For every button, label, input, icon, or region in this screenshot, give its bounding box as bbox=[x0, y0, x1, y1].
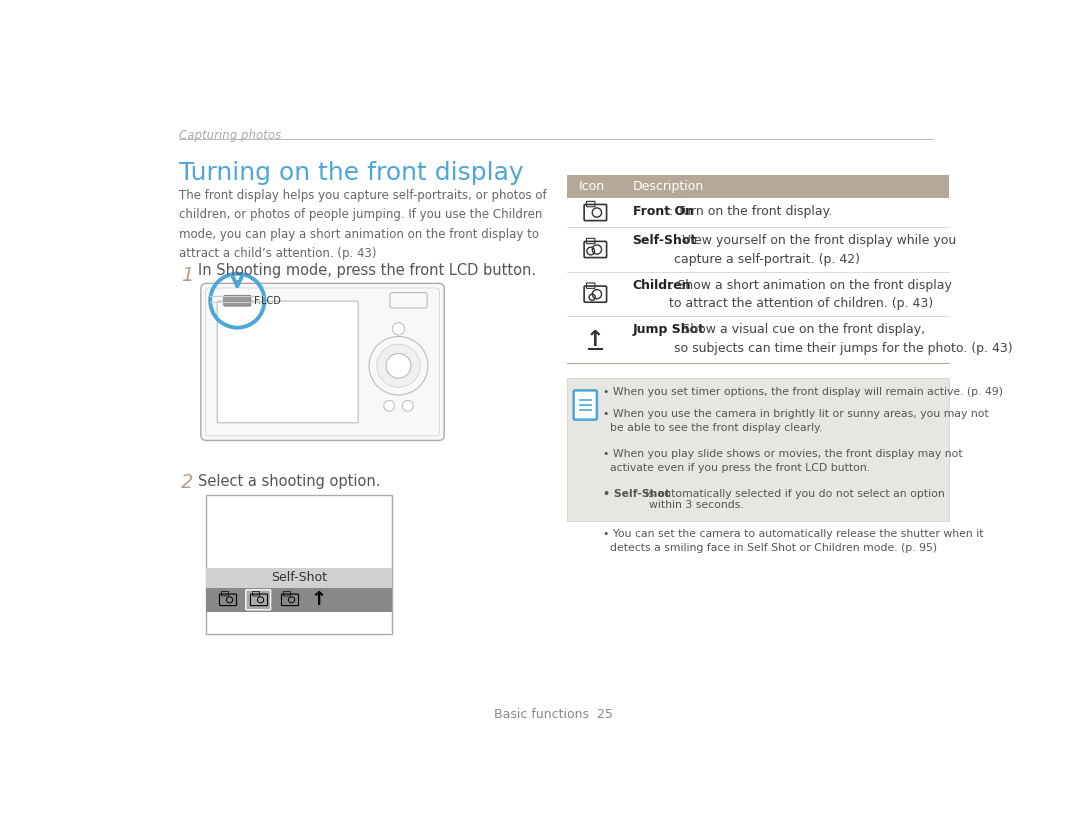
Circle shape bbox=[387, 354, 410, 378]
FancyBboxPatch shape bbox=[206, 568, 392, 588]
FancyBboxPatch shape bbox=[206, 588, 392, 612]
Text: Turning on the front display: Turning on the front display bbox=[179, 161, 524, 185]
Text: : View yourself on the front display while you
capture a self-portrait. (p. 42): : View yourself on the front display whi… bbox=[674, 234, 956, 266]
FancyBboxPatch shape bbox=[567, 316, 948, 363]
FancyBboxPatch shape bbox=[567, 378, 948, 521]
Text: 2: 2 bbox=[180, 473, 193, 491]
Text: • You can set the camera to automatically release the shutter when it
  detects : • You can set the camera to automaticall… bbox=[603, 529, 984, 553]
FancyBboxPatch shape bbox=[224, 295, 251, 306]
Text: : Turn on the front display.: : Turn on the front display. bbox=[670, 205, 833, 218]
FancyBboxPatch shape bbox=[567, 272, 948, 316]
FancyBboxPatch shape bbox=[567, 174, 948, 198]
Circle shape bbox=[369, 337, 428, 395]
Text: Basic functions  25: Basic functions 25 bbox=[494, 708, 613, 721]
FancyBboxPatch shape bbox=[567, 227, 948, 272]
FancyBboxPatch shape bbox=[246, 590, 271, 610]
Circle shape bbox=[392, 323, 405, 335]
FancyBboxPatch shape bbox=[390, 293, 428, 308]
Text: 1: 1 bbox=[180, 266, 193, 284]
FancyBboxPatch shape bbox=[573, 390, 597, 420]
FancyBboxPatch shape bbox=[201, 284, 444, 440]
Text: • When you set timer options, the front display will remain active. (p. 49): • When you set timer options, the front … bbox=[603, 387, 1003, 398]
Text: is automatically selected if you do not select an option
  within 3 seconds.: is automatically selected if you do not … bbox=[643, 489, 945, 510]
Text: In Shooting mode, press the front LCD button.: In Shooting mode, press the front LCD bu… bbox=[198, 263, 536, 279]
Circle shape bbox=[383, 400, 394, 412]
Text: • When you use the camera in brightly lit or sunny areas, you may not
  be able : • When you use the camera in brightly li… bbox=[603, 409, 989, 433]
Text: Front On: Front On bbox=[633, 205, 693, 218]
FancyBboxPatch shape bbox=[217, 301, 359, 423]
Text: Jump Shot: Jump Shot bbox=[633, 324, 704, 337]
Text: Children: Children bbox=[633, 279, 691, 292]
Text: The front display helps you capture self-portraits, or photos of
children, or ph: The front display helps you capture self… bbox=[179, 188, 546, 260]
Text: • Self-Shot: • Self-Shot bbox=[603, 489, 670, 499]
FancyBboxPatch shape bbox=[206, 496, 392, 634]
Text: Capturing photos: Capturing photos bbox=[179, 129, 282, 142]
Text: Self-Shot: Self-Shot bbox=[633, 234, 697, 247]
Text: Description: Description bbox=[633, 180, 704, 193]
Text: Self-Shot: Self-Shot bbox=[271, 571, 327, 584]
Circle shape bbox=[403, 400, 414, 412]
Text: Icon: Icon bbox=[578, 180, 605, 193]
Circle shape bbox=[377, 344, 420, 387]
Text: ↑: ↑ bbox=[586, 329, 605, 350]
Text: Select a shooting option.: Select a shooting option. bbox=[198, 474, 380, 489]
Text: F.LCD: F.LCD bbox=[254, 296, 281, 306]
Text: • When you play slide shows or movies, the front display may not
  activate even: • When you play slide shows or movies, t… bbox=[603, 449, 962, 473]
Text: : Show a visual cue on the front display,
so subjects can time their jumps for t: : Show a visual cue on the front display… bbox=[674, 324, 1012, 355]
FancyBboxPatch shape bbox=[567, 198, 948, 227]
Text: ↑: ↑ bbox=[310, 590, 327, 610]
Text: : Show a short animation on the front display
to attract the attention of childr: : Show a short animation on the front di… bbox=[670, 279, 951, 311]
